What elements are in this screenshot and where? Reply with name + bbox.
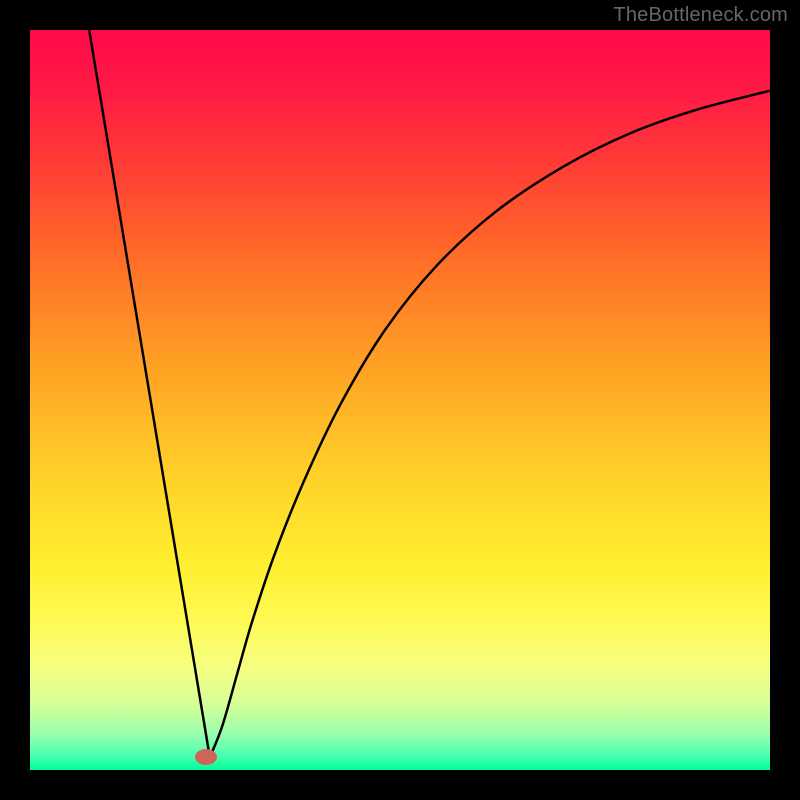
plot-area <box>30 30 770 770</box>
minimum-marker <box>195 749 217 765</box>
chart-frame: TheBottleneck.com <box>0 0 800 800</box>
bottleneck-curve <box>30 30 770 770</box>
watermark-label: TheBottleneck.com <box>613 4 788 27</box>
